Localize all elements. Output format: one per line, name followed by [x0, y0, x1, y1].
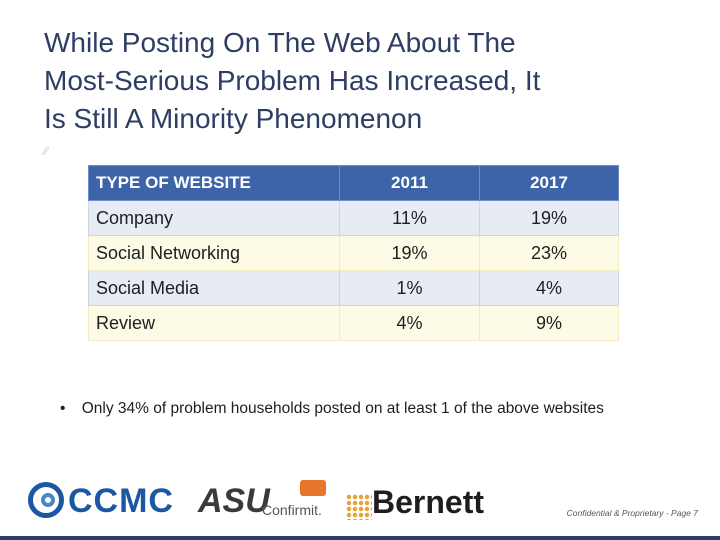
header-2017: 2017 — [479, 165, 619, 201]
cell-2017: 9% — [479, 305, 619, 341]
slide-title: While Posting On The Web About The Most-… — [44, 24, 684, 138]
cell-2017: 4% — [479, 270, 619, 306]
slide-title-line-3: Is Still A Minority Phenomenon — [44, 103, 423, 134]
cell-website-type: Social Media — [88, 270, 340, 306]
cell-2017: 19% — [479, 200, 619, 236]
ccmc-logo-icon — [28, 482, 64, 518]
table-row: Social Media 1% 4% — [88, 270, 619, 306]
bullet-marker: • — [60, 400, 66, 417]
bernett-logo: Bernett — [372, 484, 485, 520]
table-row: Social Networking 19% 23% — [88, 235, 619, 271]
table-row: Review 4% 9% — [88, 305, 619, 341]
footer-note: Confidential & Proprietary - Page 7 — [566, 508, 698, 518]
slide-title-line-1: While Posting On The Web About The — [44, 27, 516, 58]
slide-mark-icon: ⁄⁄ — [44, 144, 49, 158]
table-row: Company 11% 19% — [88, 200, 619, 236]
confirmit-logo: Confirmit. — [262, 502, 322, 518]
cell-2011: 4% — [339, 305, 480, 341]
cell-website-type: Review — [88, 305, 340, 341]
table-header-row: TYPE OF WEBSITE 2011 2017 — [88, 165, 619, 201]
sponsor-logos: CCMC ASU Confirmit. Bernett — [28, 478, 548, 530]
website-posting-table: TYPE OF WEBSITE 2011 2017 Company 11% 19… — [88, 165, 619, 341]
cell-2017: 23% — [479, 235, 619, 271]
slide-title-line-2: Most-Serious Problem Has Increased, It — [44, 65, 541, 96]
cell-website-type: Company — [88, 200, 340, 236]
asu-logo: ASU — [198, 482, 270, 520]
header-type-of-website: TYPE OF WEBSITE — [88, 165, 340, 201]
cell-2011: 19% — [339, 235, 480, 271]
cell-website-type: Social Networking — [88, 235, 340, 271]
header-2011: 2011 — [339, 165, 480, 201]
bullet-point: • Only 34% of problem households posted … — [60, 400, 604, 418]
confirmit-logo-icon — [300, 480, 326, 496]
bullet-text: Only 34% of problem households posted on… — [81, 400, 604, 417]
cell-2011: 1% — [339, 270, 480, 306]
cell-2011: 11% — [339, 200, 480, 236]
bottom-band — [0, 536, 720, 540]
ccmc-logo: CCMC — [68, 482, 174, 520]
bernett-dots-icon — [346, 494, 372, 520]
